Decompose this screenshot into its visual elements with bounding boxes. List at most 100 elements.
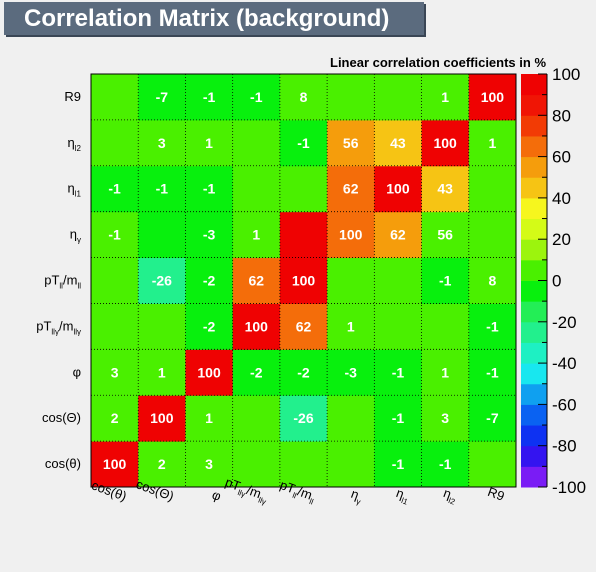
cell-value-label: 1	[205, 135, 213, 151]
heatmap-cell	[374, 74, 423, 121]
heatmap-cell	[279, 349, 328, 396]
cell-value-label: -1	[108, 227, 121, 243]
heatmap-cell	[327, 441, 375, 488]
palette-bin	[521, 363, 547, 385]
plot-frame	[90, 73, 517, 488]
heatmap-cell	[468, 211, 517, 259]
heatmap-cell	[185, 211, 234, 259]
cell-value-label: 1	[441, 364, 449, 380]
cell-value-label: -1	[439, 273, 452, 289]
chart-title: Correlation Matrix (background)	[24, 5, 390, 32]
heatmap-cell	[468, 441, 517, 488]
cell-value-label: 62	[248, 273, 264, 289]
heatmap-cell	[138, 119, 186, 167]
heatmap-cell	[138, 211, 186, 259]
heatmap-cell	[468, 395, 517, 442]
heatmap-cell	[91, 303, 139, 350]
heatmap-cell	[91, 395, 139, 442]
heatmap-cell	[91, 257, 139, 304]
palette-bin	[521, 383, 547, 405]
palette-bin	[521, 74, 547, 96]
heatmap-cell	[185, 441, 234, 488]
heatmap-cell	[374, 395, 423, 442]
heatmap-cell	[468, 303, 517, 350]
heatmap-cell	[468, 119, 517, 167]
palette-tick-label: 0	[552, 272, 561, 291]
cell-value-label: -1	[156, 181, 169, 197]
heatmap-cell	[468, 74, 517, 121]
y-axis-tick-label: ηγ​	[70, 227, 81, 245]
cell-value-label: 43	[437, 181, 453, 197]
cell-value-label: -1	[392, 364, 405, 380]
heatmap-cell	[91, 349, 139, 396]
cell-value-label: -1	[392, 410, 405, 426]
heatmap-cell	[327, 303, 375, 350]
heatmap-cell	[327, 119, 375, 167]
x-axis-tick-label: pTllγ​/mllγ​	[222, 474, 270, 506]
heatmap-cell	[374, 349, 423, 396]
palette-bin	[521, 445, 547, 467]
cell-value-label: 8	[488, 273, 496, 289]
cell-value-label: -3	[203, 227, 216, 243]
cell-value-label: 100	[245, 318, 269, 334]
cell-value-label: -3	[344, 364, 357, 380]
cell-value-label: -26	[152, 273, 172, 289]
heatmap-cell	[468, 257, 517, 304]
heatmap-cell	[91, 441, 139, 488]
heatmap-cell	[374, 303, 423, 350]
heatmap-cell	[279, 119, 328, 167]
palette-tick-label: -40	[552, 354, 577, 373]
heatmap-cell	[468, 349, 517, 396]
palette-bin	[521, 239, 547, 261]
cell-value-label: -7	[486, 410, 499, 426]
cell-value-label: 100	[386, 181, 410, 197]
cell-value-label: 56	[343, 135, 359, 151]
palette-bin	[521, 425, 547, 447]
cell-value-label: -1	[203, 181, 216, 197]
palette-bin	[521, 301, 547, 323]
heatmap-cell	[327, 165, 375, 213]
palette-bin	[521, 321, 547, 343]
palette-bin	[521, 197, 547, 220]
heatmap-cell	[232, 211, 281, 259]
heatmap-cell	[374, 165, 423, 213]
x-axis-tick-label: φ	[210, 487, 223, 504]
heatmap-cell	[279, 441, 328, 488]
cell-value-label: 3	[441, 410, 449, 426]
title-box: Correlation Matrix (background)	[4, 2, 424, 35]
y-axis-tick-label: pTllγ​/mllγ​	[36, 318, 81, 336]
heatmap-cell	[91, 211, 139, 259]
cell-value-label: -1	[250, 89, 263, 105]
palette-tick-label: -80	[552, 437, 577, 456]
heatmap-cell	[327, 74, 375, 121]
palette-bin	[521, 218, 547, 240]
heatmap-cell	[327, 257, 375, 304]
cell-value-label: 1	[252, 227, 260, 243]
heatmap-cell	[232, 165, 281, 213]
heatmap-cell	[279, 303, 328, 350]
heatmap-cell	[138, 257, 186, 304]
heatmap-cell	[421, 395, 470, 442]
heatmap-cell	[138, 165, 186, 213]
heatmap-cell	[138, 349, 186, 396]
palette-bin	[521, 177, 547, 199]
palette-tick-label: 20	[552, 230, 571, 249]
heatmap-cell	[232, 441, 281, 488]
y-axis-tick-label: pTll​/mll​	[44, 273, 81, 291]
cell-value-label: 100	[150, 410, 174, 426]
palette-bin	[521, 342, 547, 364]
heatmap-cell	[421, 165, 470, 213]
palette-tick-label: 60	[552, 148, 571, 167]
heatmap-cell	[232, 349, 281, 396]
cell-value-label: -1	[297, 135, 310, 151]
heatmap-cell	[279, 257, 328, 304]
heatmap-cell	[421, 441, 470, 488]
cell-value-label: -1	[108, 181, 121, 197]
heatmap-cell	[185, 119, 234, 167]
heatmap-cell	[138, 441, 186, 488]
heatmap-cell	[421, 349, 470, 396]
palette-bin	[521, 115, 547, 137]
heatmap-cell	[185, 395, 234, 442]
cell-value-label: 56	[437, 227, 453, 243]
cell-value-label: -2	[250, 364, 263, 380]
